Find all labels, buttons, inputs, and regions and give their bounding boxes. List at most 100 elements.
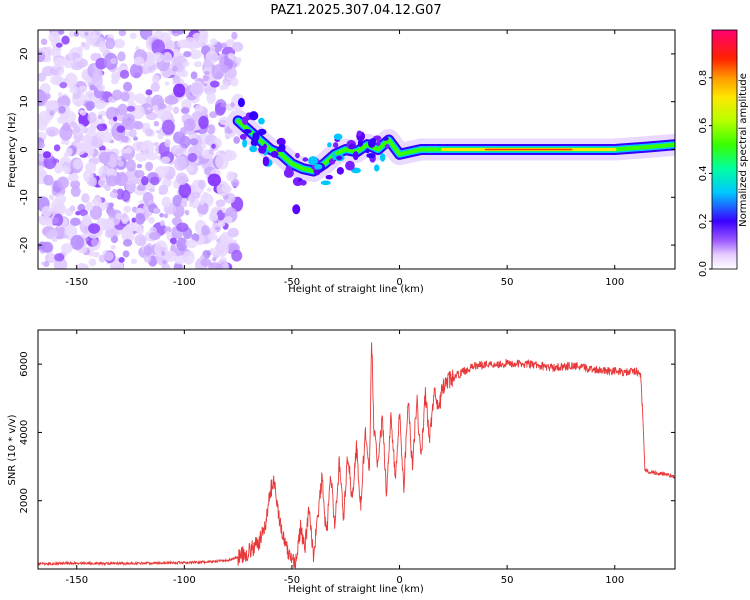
noise-blob	[133, 136, 138, 141]
noise-blob	[84, 237, 90, 241]
noise-blob	[110, 235, 119, 244]
ridge-blob	[379, 153, 386, 162]
noise-blob	[84, 31, 89, 37]
noise-blob	[162, 52, 173, 63]
noise-blob	[145, 89, 153, 96]
noise-blob	[122, 239, 133, 247]
ridge-blob	[320, 180, 331, 186]
ridge-blob	[302, 157, 309, 162]
x-axis-label: Height of straight line (km)	[288, 584, 424, 595]
noise-blob	[136, 163, 143, 169]
noise-blob	[88, 258, 97, 267]
noise-blob	[75, 210, 81, 216]
x-tick-label: 0	[396, 575, 402, 586]
noise-blob	[54, 162, 64, 174]
noise-blob	[207, 187, 212, 192]
ridge-blob	[332, 153, 337, 161]
y-tick-label: 4000	[19, 420, 30, 445]
noise-blob	[70, 186, 81, 197]
noise-blob	[134, 169, 145, 179]
noise-blob	[38, 56, 44, 63]
ridge-blob	[382, 136, 389, 141]
noise-blob	[225, 38, 235, 47]
ridge-blob	[258, 117, 265, 125]
y-tick-label: -20	[19, 237, 30, 253]
noise-blob	[130, 258, 138, 265]
ridge-blob	[252, 132, 260, 142]
noise-blob	[172, 194, 182, 207]
colorbar-tick-label: 0.0	[698, 261, 709, 277]
noise-blob	[98, 151, 111, 164]
colorbar-scale	[711, 29, 738, 270]
noise-blob	[226, 171, 235, 182]
noise-blob	[210, 80, 220, 88]
noise-blob	[118, 30, 127, 37]
noise-blob	[174, 255, 186, 265]
noise-blob	[207, 173, 222, 187]
noise-blob	[198, 179, 206, 190]
noise-blob	[132, 141, 146, 152]
noise-blob	[201, 225, 210, 236]
y-tick-label: 6000	[19, 351, 30, 376]
ridge-blob	[262, 156, 270, 167]
noise-blob	[144, 128, 153, 137]
noise-blob	[178, 182, 192, 199]
noise-blob	[183, 37, 197, 49]
noise-blob	[214, 226, 221, 231]
noise-blob	[53, 144, 61, 152]
ridge-blob	[370, 137, 377, 144]
noise-blob	[181, 70, 189, 78]
noise-blob	[88, 176, 97, 187]
noise-blob	[48, 194, 55, 201]
noise-blob	[125, 179, 136, 193]
x-tick-label: -50	[284, 575, 300, 586]
y-axis-label: SNR (10 * v/v)	[7, 414, 18, 485]
noise-blob	[202, 191, 209, 200]
chart-title: PAZ1.2025.307.04.12.G07	[270, 3, 441, 18]
noise-blob	[104, 251, 114, 262]
ridge-blob	[242, 139, 248, 148]
noise-blob	[77, 46, 84, 53]
noise-blob	[209, 38, 218, 46]
ridge-blob	[365, 148, 370, 154]
noise-blob	[180, 201, 188, 208]
noise-blob	[79, 209, 88, 217]
noise-blob	[113, 38, 126, 49]
noise-blob	[56, 66, 62, 71]
noise-blob	[96, 123, 108, 132]
colorbar-tick-label: 0.4	[698, 165, 709, 181]
ridge-blob	[257, 128, 267, 135]
noise-blob	[146, 107, 152, 111]
noise-blob	[101, 131, 113, 143]
noise-blob	[50, 74, 63, 86]
noise-blob	[151, 74, 160, 84]
y-tick-label: 10	[19, 95, 30, 108]
noise-blob	[134, 234, 147, 247]
noise-blob	[58, 105, 66, 114]
y-tick-label: 0	[19, 146, 30, 152]
noise-blob	[117, 156, 122, 161]
noise-blob	[206, 91, 216, 104]
noise-blob	[40, 38, 48, 46]
ridge-blob	[336, 167, 344, 175]
noise-blob	[156, 108, 171, 121]
noise-blob	[55, 193, 67, 205]
noise-blob	[38, 117, 48, 131]
noise-blob	[153, 142, 160, 147]
noise-blob	[158, 184, 169, 195]
noise-blob	[154, 240, 168, 258]
noise-blob	[38, 216, 43, 222]
noise-blob	[111, 71, 119, 79]
y-tick-label: 2000	[19, 488, 30, 513]
noise-blob	[221, 207, 227, 213]
ridge-blob	[239, 133, 247, 140]
noise-blob	[201, 149, 215, 159]
noise-blob	[48, 229, 59, 239]
plot-frame	[37, 329, 676, 570]
noise-blob	[163, 213, 169, 219]
noise-blob	[159, 220, 165, 227]
noise-blob	[58, 30, 65, 35]
noise-blob	[52, 236, 57, 242]
noise-blob	[148, 216, 155, 224]
